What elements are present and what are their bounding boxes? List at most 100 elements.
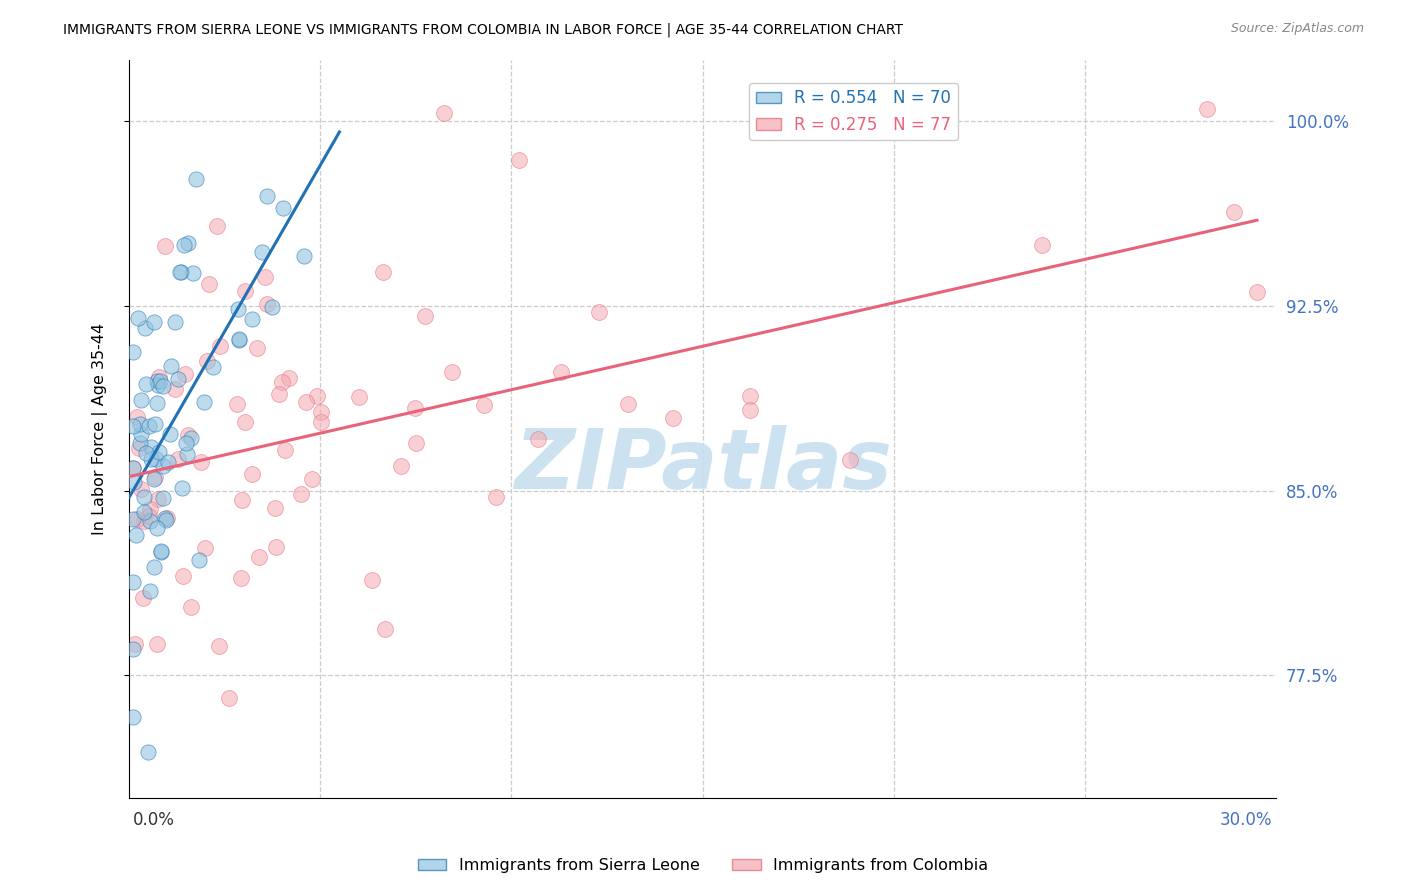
Point bbox=[347, 390, 370, 404]
Point bbox=[155, 513, 177, 527]
Point bbox=[374, 622, 396, 636]
Point bbox=[271, 375, 294, 389]
Point bbox=[1246, 285, 1268, 300]
Point bbox=[146, 637, 169, 651]
Point bbox=[273, 442, 295, 457]
Point bbox=[167, 451, 190, 466]
Point bbox=[122, 642, 145, 657]
Point bbox=[157, 455, 180, 469]
Text: 30.0%: 30.0% bbox=[1220, 811, 1272, 829]
Point bbox=[129, 483, 152, 497]
Point bbox=[208, 339, 231, 353]
Point bbox=[207, 219, 229, 233]
Point bbox=[146, 521, 169, 535]
Text: ZIPatlas: ZIPatlas bbox=[513, 425, 891, 507]
Point bbox=[277, 371, 299, 385]
Text: 0.0%: 0.0% bbox=[134, 811, 174, 829]
Point bbox=[190, 455, 212, 469]
Point bbox=[173, 368, 195, 382]
Point bbox=[138, 509, 160, 524]
Point bbox=[122, 461, 145, 475]
Point bbox=[231, 493, 253, 508]
Point bbox=[252, 245, 274, 260]
Point bbox=[389, 458, 412, 473]
Point bbox=[1223, 205, 1246, 219]
Point bbox=[305, 389, 328, 403]
Point bbox=[122, 574, 145, 589]
Point bbox=[125, 528, 148, 542]
Point bbox=[132, 514, 155, 528]
Point bbox=[145, 452, 167, 467]
Point bbox=[152, 379, 174, 393]
Point bbox=[139, 584, 162, 599]
Point bbox=[160, 359, 183, 373]
Point bbox=[156, 511, 179, 525]
Point bbox=[131, 392, 153, 407]
Point bbox=[149, 543, 172, 558]
Point bbox=[301, 472, 323, 486]
Point bbox=[225, 397, 247, 411]
Point bbox=[153, 511, 176, 525]
Point bbox=[172, 569, 194, 583]
Point bbox=[240, 312, 263, 326]
Point bbox=[129, 427, 152, 442]
Point bbox=[256, 297, 278, 311]
Point bbox=[170, 481, 193, 495]
Text: Source: ZipAtlas.com: Source: ZipAtlas.com bbox=[1230, 22, 1364, 36]
Point bbox=[139, 502, 162, 516]
Point bbox=[177, 428, 200, 442]
Point bbox=[233, 284, 256, 298]
Point bbox=[170, 265, 193, 279]
Point bbox=[253, 269, 276, 284]
Point bbox=[174, 436, 197, 450]
Point bbox=[472, 398, 495, 412]
Point bbox=[132, 591, 155, 605]
Point bbox=[139, 514, 162, 528]
Point bbox=[128, 441, 150, 455]
Point bbox=[146, 491, 169, 506]
Point bbox=[264, 501, 287, 516]
Point bbox=[233, 415, 256, 429]
Point bbox=[125, 511, 148, 525]
Point bbox=[139, 452, 162, 467]
Point bbox=[194, 541, 217, 555]
Point bbox=[163, 382, 186, 396]
Legend: R = 0.554   N = 70, R = 0.275   N = 77: R = 0.554 N = 70, R = 0.275 N = 77 bbox=[749, 83, 957, 140]
Point bbox=[135, 446, 157, 460]
Point bbox=[122, 345, 145, 359]
Point bbox=[148, 370, 170, 384]
Point bbox=[229, 571, 252, 585]
Point bbox=[152, 491, 174, 505]
Point bbox=[246, 341, 269, 355]
Point bbox=[295, 395, 318, 409]
Point bbox=[195, 353, 218, 368]
Point bbox=[143, 469, 166, 483]
Point bbox=[240, 467, 263, 481]
Point bbox=[441, 365, 464, 379]
Point bbox=[125, 410, 148, 425]
Point bbox=[165, 315, 187, 329]
Point bbox=[208, 639, 231, 653]
Point bbox=[193, 394, 215, 409]
Point bbox=[271, 202, 294, 216]
Point bbox=[292, 249, 315, 263]
Point bbox=[432, 106, 454, 120]
Point bbox=[146, 377, 169, 392]
Point bbox=[309, 415, 332, 429]
Point bbox=[142, 559, 165, 574]
Point bbox=[122, 461, 145, 475]
Point bbox=[180, 430, 202, 444]
Point bbox=[138, 418, 160, 433]
Point bbox=[149, 374, 172, 388]
Point bbox=[141, 440, 163, 454]
Point bbox=[839, 453, 862, 467]
Point bbox=[198, 277, 221, 291]
Point bbox=[1031, 237, 1053, 252]
Point bbox=[228, 332, 250, 346]
Point bbox=[550, 365, 572, 379]
Point bbox=[152, 459, 174, 474]
Point bbox=[360, 573, 382, 587]
Point bbox=[176, 446, 198, 460]
Point bbox=[128, 417, 150, 431]
Point bbox=[588, 305, 610, 319]
